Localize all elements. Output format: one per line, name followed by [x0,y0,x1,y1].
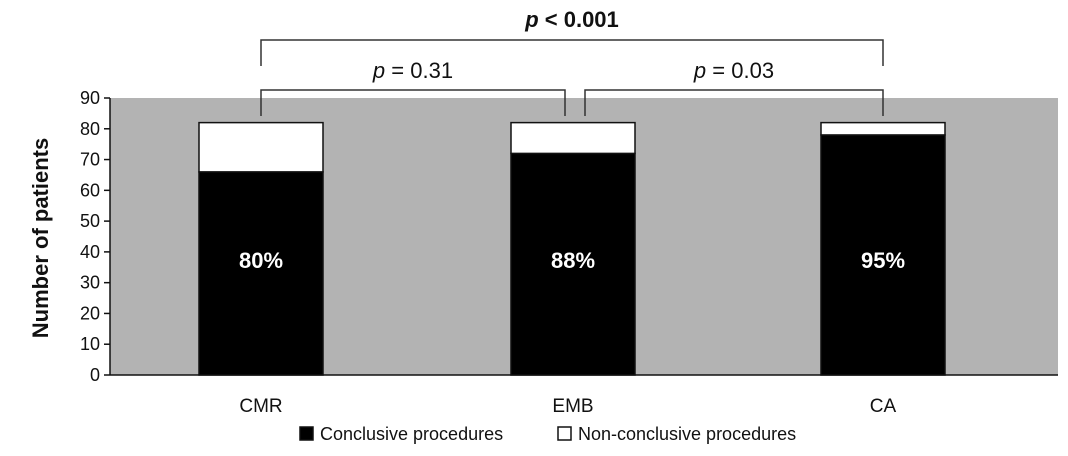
bracket-line [584,89,884,116]
bracket-line [260,89,566,116]
x-tick-label: CMR [239,396,282,417]
y-tick-label: 30 [80,273,100,293]
bar-conclusive [510,152,636,376]
p-value-label: p < 0.001 [524,7,619,32]
significance-bracket: p < 0.001 [260,7,884,66]
bar-conclusive [820,134,946,376]
percent-labels-group: 80% 88% 95% [239,248,905,273]
x-tick-label: CA [870,396,897,417]
bars-group [198,121,946,376]
y-tick-label: 40 [80,242,100,262]
percent-label: 80% [239,248,283,273]
percent-label: 95% [861,248,905,273]
legend-label: Conclusive procedures [320,424,503,444]
y-tick-label: 90 [80,88,100,108]
significance-brackets-group: p = 0.31 p = 0.03 p < 0.001 [260,7,884,116]
y-tick-label: 70 [80,150,100,170]
y-tick-label: 20 [80,303,100,323]
y-tick-label: 50 [80,211,100,231]
y-tick-label: 80 [80,119,100,139]
significance-bracket: p = 0.03 [584,58,884,116]
category-labels-group: CMR EMB CA [239,396,896,417]
legend: Conclusive procedures Non-conclusive proc… [299,424,796,444]
legend-swatch [299,426,314,441]
y-axis-label: Number of patients [28,138,53,338]
legend-swatch [557,426,572,441]
bar-conclusive [198,171,324,376]
percent-label: 88% [551,248,595,273]
y-tick-label: 10 [80,334,100,354]
y-tick-label: 0 [90,365,100,385]
p-value-label: p = 0.31 [372,58,453,83]
bracket-line [260,39,884,66]
bar-non-conclusive [198,121,324,173]
x-tick-label: EMB [552,396,593,417]
legend-label: Non-conclusive procedures [578,424,796,444]
y-tick-label: 60 [80,180,100,200]
bar-non-conclusive [510,121,636,155]
bar-non-conclusive [820,121,946,136]
p-value-label: p = 0.03 [693,58,774,83]
significance-bracket: p = 0.31 [260,58,566,116]
